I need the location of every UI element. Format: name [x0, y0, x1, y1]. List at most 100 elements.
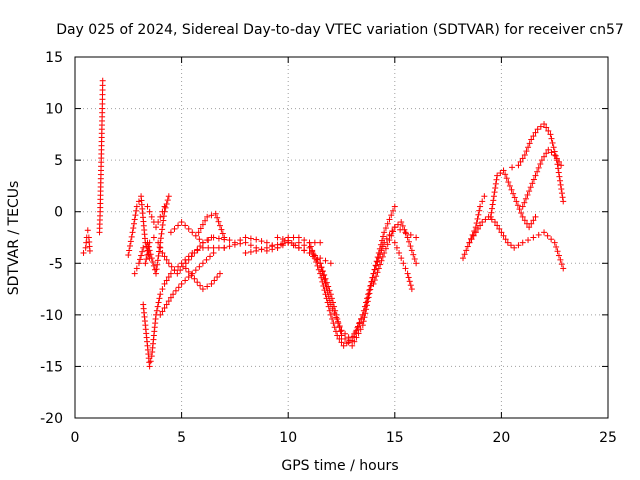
- data-point: [253, 236, 260, 243]
- data-point: [541, 229, 548, 236]
- y-tick-label: 0: [54, 205, 63, 221]
- data-point: [504, 239, 511, 246]
- data-point: [165, 260, 172, 267]
- trail-segment: [336, 335, 345, 346]
- trail-segment: [97, 192, 104, 211]
- data-point: [142, 260, 149, 267]
- data-point: [182, 260, 189, 267]
- trail-segment: [405, 274, 414, 289]
- data-point: [472, 229, 479, 236]
- data-point: [500, 167, 507, 174]
- data-point: [381, 249, 388, 256]
- trail-segment: [197, 217, 209, 232]
- trail-segment: [548, 135, 559, 159]
- data-point: [155, 239, 162, 246]
- data-point: [370, 270, 377, 277]
- series-t9: [167, 219, 228, 246]
- data-point: [153, 270, 160, 277]
- points-layer: [80, 77, 567, 370]
- trail-segment: [215, 244, 222, 251]
- trail-segment: [142, 326, 151, 345]
- y-tick-label: -20: [40, 411, 63, 427]
- series-t4: [131, 193, 172, 277]
- data-point: [242, 239, 249, 246]
- trail-segment: [406, 238, 418, 262]
- data-point: [263, 239, 270, 246]
- trail-segment: [151, 315, 159, 335]
- data-point: [545, 146, 552, 153]
- trail-segment: [96, 212, 104, 232]
- series-t23: [519, 146, 565, 210]
- trail-segment: [192, 232, 203, 243]
- trail-segment: [349, 330, 358, 341]
- trail-segment: [527, 176, 537, 191]
- trail-segment: [144, 346, 153, 366]
- trail-segment: [479, 198, 486, 205]
- chart-title: Day 025 of 2024, Sidereal Day-to-day VTE…: [56, 22, 624, 38]
- data-point: [212, 210, 219, 217]
- data-point: [157, 213, 164, 220]
- data-point: [82, 244, 89, 251]
- trail-segment: [98, 150, 105, 170]
- data-point: [551, 239, 558, 246]
- trail-segment: [258, 238, 265, 245]
- trail-segment: [130, 207, 140, 232]
- data-point: [560, 265, 567, 272]
- series-t20: [466, 213, 567, 272]
- data-point: [327, 311, 334, 318]
- trail-segment: [307, 243, 322, 273]
- data-point: [167, 229, 174, 236]
- trail-segment: [468, 232, 477, 243]
- data-point: [391, 203, 398, 210]
- data-point: [195, 229, 202, 236]
- trail-segment: [329, 305, 343, 330]
- data-point: [391, 224, 398, 231]
- data-point: [466, 239, 473, 246]
- trail-segment: [83, 239, 90, 246]
- trail-segment: [301, 237, 308, 244]
- trail-segment: [143, 243, 152, 263]
- data-point: [340, 342, 347, 349]
- data-point: [317, 270, 324, 277]
- series-t10: [182, 265, 223, 293]
- trail-segment: [159, 286, 166, 293]
- trail-segment: [474, 222, 484, 232]
- trail-segment: [494, 222, 503, 232]
- trail-segment: [126, 233, 135, 254]
- data-point: [135, 260, 142, 267]
- trail-segment: [163, 274, 172, 284]
- data-point: [80, 249, 87, 256]
- trail-segment: [360, 274, 376, 314]
- trail-segment: [215, 235, 222, 242]
- trail-segment: [398, 255, 405, 262]
- data-point: [133, 203, 140, 210]
- y-tick-label: 15: [45, 50, 63, 66]
- trail-segment: [394, 221, 401, 228]
- data-point: [558, 162, 565, 169]
- trail-segment: [553, 243, 565, 268]
- trail-segment: [247, 235, 254, 242]
- trail-segment: [279, 236, 286, 243]
- trail-segment: [159, 304, 168, 315]
- series-t7: [144, 203, 168, 231]
- data-point: [191, 275, 198, 282]
- data-point: [189, 229, 196, 236]
- trail-segment: [382, 207, 397, 232]
- plot-frame: [74, 56, 609, 419]
- trail-segment: [517, 155, 526, 165]
- trail-segment: [171, 263, 182, 274]
- trail-segment: [247, 242, 254, 249]
- series-t18: [391, 239, 415, 293]
- data-point: [359, 311, 366, 318]
- trail-segment: [528, 217, 537, 227]
- trail-segment: [311, 239, 318, 246]
- data-point: [182, 265, 189, 272]
- trail-segment: [473, 207, 483, 227]
- data-point: [199, 239, 206, 246]
- trail-segment: [350, 316, 365, 340]
- data-point: [317, 260, 324, 267]
- data-point: [413, 260, 420, 267]
- trail-segment: [343, 340, 350, 347]
- x-tick-label: 15: [386, 430, 404, 446]
